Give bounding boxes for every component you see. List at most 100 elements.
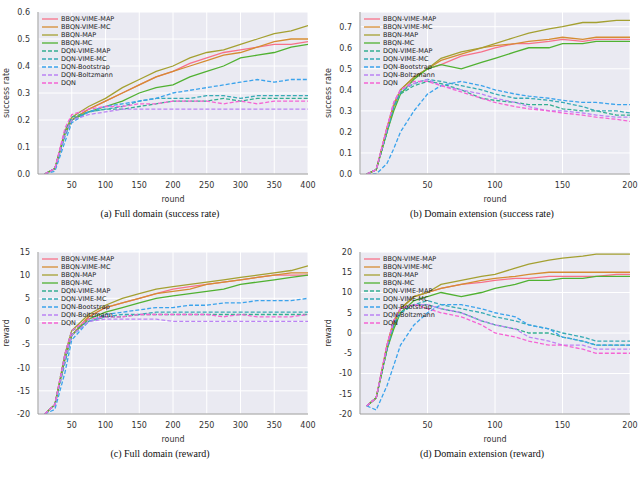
html-text:BBQN-MAP: BBQN-MAP xyxy=(383,271,419,279)
svg-text:-20: -20 xyxy=(339,410,352,419)
html-text:DQN: DQN xyxy=(61,319,76,327)
html-text:DQN-VIME-MAP: DQN-VIME-MAP xyxy=(383,287,433,295)
svg-text:350: 350 xyxy=(267,181,282,190)
svg-text:0.6: 0.6 xyxy=(17,8,30,17)
svg-text:20: 20 xyxy=(342,248,352,257)
html-text:(a) Full domain (success rate): (a) Full domain (success rate) xyxy=(100,208,220,219)
svg-text:5: 5 xyxy=(25,294,30,303)
svg-text:round: round xyxy=(483,195,506,204)
html-text:DQN-VIME-MC: DQN-VIME-MC xyxy=(61,295,107,303)
html-text:DQN-VIME-MC: DQN-VIME-MC xyxy=(383,55,429,63)
html-text:DQN-VIME-MC: DQN-VIME-MC xyxy=(61,55,107,63)
html-text:DQN-Boltzmann: DQN-Boltzmann xyxy=(61,311,113,319)
svg-text:250: 250 xyxy=(199,421,214,430)
html-text:DQN-Boltzmann: DQN-Boltzmann xyxy=(383,71,435,79)
html-text:BBQN-VIME-MAP: BBQN-VIME-MAP xyxy=(383,255,437,263)
svg-text:100: 100 xyxy=(487,181,502,190)
svg-text:50: 50 xyxy=(67,421,77,430)
svg-text:200: 200 xyxy=(622,181,632,190)
html-text:BBQN-MC: BBQN-MC xyxy=(61,39,93,47)
html-text:BBQN-VIME-MAP: BBQN-VIME-MAP xyxy=(61,15,115,23)
svg-text:0.1: 0.1 xyxy=(17,143,30,152)
svg-text:200: 200 xyxy=(622,421,632,430)
svg-text:400: 400 xyxy=(300,181,315,190)
svg-text:0: 0 xyxy=(25,317,30,326)
html-text:DQN-Bootstrap: DQN-Bootstrap xyxy=(61,303,110,311)
html-text:BBQN-MC: BBQN-MC xyxy=(383,39,415,47)
svg-text:5: 5 xyxy=(347,309,352,318)
html-text:BBQN-VIME-MAP: BBQN-VIME-MAP xyxy=(383,15,437,23)
svg-text:-5: -5 xyxy=(344,349,352,358)
html-text:BBQN-VIME-MC: BBQN-VIME-MC xyxy=(61,263,111,271)
svg-text:100: 100 xyxy=(98,421,113,430)
svg-text:10: 10 xyxy=(20,271,30,280)
html-text:DQN-Boltzmann: DQN-Boltzmann xyxy=(61,71,113,79)
svg-text:round: round xyxy=(161,435,184,444)
html-text:BBQN-MC: BBQN-MC xyxy=(61,279,93,287)
svg-text:-10: -10 xyxy=(339,369,352,378)
svg-text:300: 300 xyxy=(233,421,248,430)
svg-text:0.3: 0.3 xyxy=(339,107,352,116)
svg-text:300: 300 xyxy=(233,181,248,190)
svg-text:0.7: 0.7 xyxy=(339,23,352,32)
svg-text:0.2: 0.2 xyxy=(17,116,30,125)
svg-text:success rate: success rate xyxy=(8,68,11,118)
svg-text:250: 250 xyxy=(199,181,214,190)
svg-text:reward: reward xyxy=(8,319,11,347)
html-text:DQN-VIME-MAP: DQN-VIME-MAP xyxy=(61,47,111,55)
svg-text:50: 50 xyxy=(422,181,432,190)
svg-text:round: round xyxy=(483,435,506,444)
svg-text:150: 150 xyxy=(132,421,147,430)
svg-text:0.5: 0.5 xyxy=(339,65,352,74)
html-text:BBQN-MC: BBQN-MC xyxy=(383,279,415,287)
html-text:BBQN-MAP: BBQN-MAP xyxy=(383,31,419,39)
svg-text:-5: -5 xyxy=(22,340,30,349)
html-text:BBQN-VIME-MC: BBQN-VIME-MC xyxy=(61,23,111,31)
html-text:(b) Domain extension (success: (b) Domain extension (success rate) xyxy=(410,208,554,219)
svg-text:success rate: success rate xyxy=(324,68,333,118)
svg-text:200: 200 xyxy=(165,181,180,190)
html-text:(d) Domain extension (reward): (d) Domain extension (reward) xyxy=(419,448,545,459)
svg-text:0.5: 0.5 xyxy=(17,35,30,44)
svg-text:-10: -10 xyxy=(17,364,30,373)
html-text:DQN-VIME-MAP: DQN-VIME-MAP xyxy=(383,47,433,55)
html-text:BBQN-MAP: BBQN-MAP xyxy=(61,271,97,279)
svg-text:100: 100 xyxy=(98,181,113,190)
svg-text:-15: -15 xyxy=(17,387,30,396)
svg-text:10: 10 xyxy=(342,288,352,297)
html-text:BBQN-MAP: BBQN-MAP xyxy=(61,31,97,39)
svg-text:15: 15 xyxy=(20,248,30,257)
svg-text:0: 0 xyxy=(347,329,352,338)
html-text:DQN-Bootstrap: DQN-Bootstrap xyxy=(61,63,110,71)
svg-text:0.4: 0.4 xyxy=(17,62,30,71)
svg-text:50: 50 xyxy=(67,181,77,190)
svg-text:reward: reward xyxy=(324,319,333,347)
svg-text:0.1: 0.1 xyxy=(339,149,352,158)
html-text:DQN: DQN xyxy=(383,79,398,87)
svg-text:15: 15 xyxy=(342,268,352,277)
html-text:BBQN-VIME-MAP: BBQN-VIME-MAP xyxy=(61,255,115,263)
svg-text:0.4: 0.4 xyxy=(339,86,352,95)
svg-text:-15: -15 xyxy=(339,390,352,399)
svg-text:50: 50 xyxy=(422,421,432,430)
svg-text:150: 150 xyxy=(555,181,570,190)
svg-text:0.3: 0.3 xyxy=(17,89,30,98)
html-text:(c) Full domain (reward): (c) Full domain (reward) xyxy=(110,448,210,459)
svg-text:0.2: 0.2 xyxy=(339,128,352,137)
svg-text:100: 100 xyxy=(487,421,502,430)
html-text:BBQN-VIME-MC: BBQN-VIME-MC xyxy=(383,23,433,31)
svg-text:400: 400 xyxy=(300,421,315,430)
html-text:DQN-Bootstrap: DQN-Bootstrap xyxy=(383,63,432,71)
svg-text:350: 350 xyxy=(267,421,282,430)
html-text:DQN: DQN xyxy=(61,79,76,87)
svg-text:150: 150 xyxy=(132,181,147,190)
html-text:BBQN-VIME-MC: BBQN-VIME-MC xyxy=(383,263,433,271)
svg-text:0.0: 0.0 xyxy=(339,170,352,179)
svg-text:0.0: 0.0 xyxy=(17,170,30,179)
svg-text:round: round xyxy=(161,195,184,204)
svg-text:150: 150 xyxy=(555,421,570,430)
html-text:DQN-VIME-MAP: DQN-VIME-MAP xyxy=(61,287,111,295)
svg-text:0.6: 0.6 xyxy=(339,44,352,53)
svg-text:200: 200 xyxy=(165,421,180,430)
svg-text:-20: -20 xyxy=(17,410,30,419)
